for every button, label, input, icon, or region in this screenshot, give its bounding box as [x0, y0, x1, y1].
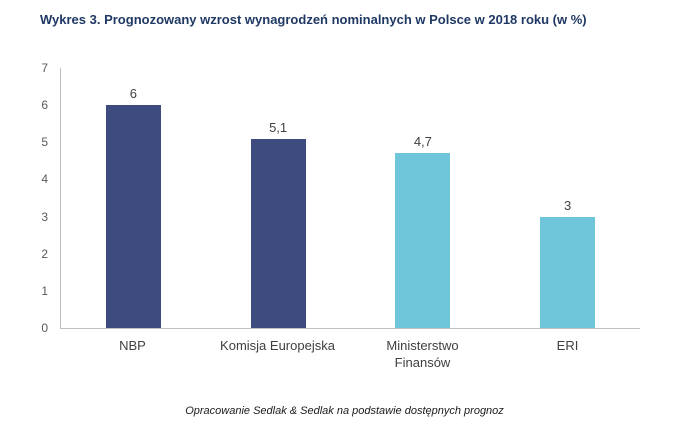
- x-label-slot: ERI: [495, 337, 640, 371]
- bar: [540, 216, 596, 328]
- bar-slot: 6: [61, 68, 206, 328]
- bar: [250, 138, 306, 328]
- chart-title: Wykres 3. Prognozowany wzrost wynagrodze…: [40, 12, 587, 27]
- bar-chart: 0 1 2 3 4 5 6 7 6 5,1 4,7 3 NBP Komisja Europejska M…: [12, 62, 640, 371]
- bar-slot: 5,1: [206, 68, 351, 328]
- bar-slot: 4,7: [351, 68, 496, 328]
- bar-slot: 3: [495, 68, 640, 328]
- bar: [105, 105, 161, 328]
- x-label-slot: Ministerstwo Finansów: [350, 337, 495, 371]
- y-tick-label: 5: [41, 135, 48, 150]
- bar-value-label: 3: [564, 197, 572, 213]
- bar-value-label: 4,7: [413, 134, 432, 150]
- plot-column: 6 5,1 4,7 3 NBP Komisja Europejska Ministerst…: [60, 68, 640, 371]
- y-tick-label: 3: [41, 209, 48, 224]
- plot-area: 6 5,1 4,7 3: [60, 68, 640, 329]
- x-label-slot: Komisja Europejska: [205, 337, 350, 371]
- y-tick-label: 6: [41, 98, 48, 113]
- y-tick-label: 2: [41, 246, 48, 261]
- bar-value-label: 6: [129, 86, 137, 102]
- x-axis-label: Ministerstwo Finansów: [386, 338, 459, 370]
- x-label-slot: NBP: [60, 337, 205, 371]
- x-axis-label: Komisja Europejska: [220, 338, 335, 353]
- x-axis-label: NBP: [119, 338, 146, 353]
- y-axis: 0 1 2 3 4 5 6 7: [12, 62, 60, 334]
- source-caption: Opracowanie Sedlak & Sedlak na podstawie…: [185, 405, 504, 417]
- bar: [395, 153, 451, 328]
- x-axis-label: ERI: [556, 338, 579, 353]
- y-tick-label: 0: [41, 321, 48, 335]
- y-tick-label: 4: [41, 172, 48, 187]
- x-axis-labels: NBP Komisja Europejska Ministerstwo Finans…: [60, 337, 640, 371]
- y-tick-label: 7: [41, 61, 48, 75]
- bar-value-label: 5,1: [269, 119, 288, 135]
- y-tick-label: 1: [41, 283, 48, 298]
